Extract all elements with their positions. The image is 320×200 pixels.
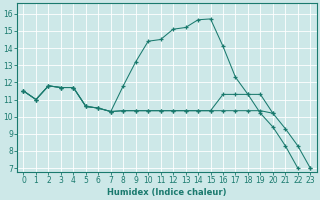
X-axis label: Humidex (Indice chaleur): Humidex (Indice chaleur) xyxy=(107,188,227,197)
